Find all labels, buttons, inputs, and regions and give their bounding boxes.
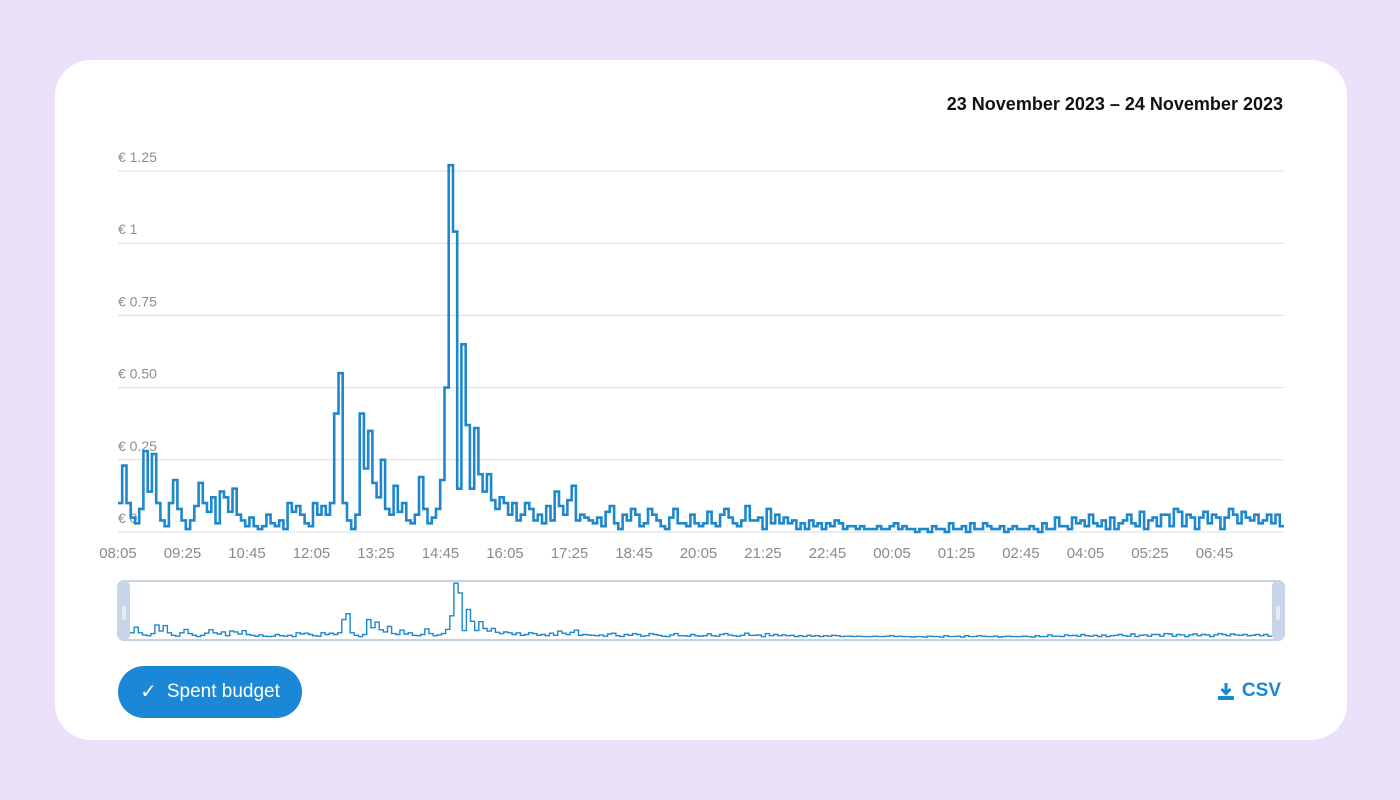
y-tick-label: € 1.25 (118, 149, 157, 165)
spend-chart: € 0 € 0.25 € 0.50 € 0.75 € 1 € 1.25 08:05 09:2… (99, 149, 1285, 641)
y-tick-label: € 0 (118, 510, 138, 526)
x-tick-label: 01:25 (938, 545, 976, 562)
x-tick-label: 22:45 (809, 545, 847, 562)
check-icon: ✓ (140, 681, 157, 703)
csv-label: CSV (1241, 680, 1281, 701)
x-tick-label: 08:05 (99, 545, 137, 562)
navigator-right-handle[interactable] (1272, 581, 1284, 640)
y-tick-label: € 0.75 (118, 293, 157, 309)
y-tick-label: € 0.25 (118, 438, 157, 454)
spent-budget-toggle-button[interactable]: ✓ Spent budget (118, 666, 302, 718)
x-tick-label: 05:25 (1131, 545, 1169, 562)
x-tick-label: 06:45 (1196, 545, 1234, 562)
x-axis-labels: 08:05 09:25 10:45 12:05 13:25 14:45 16:05 17:25… (99, 545, 1233, 562)
y-tick-label: € 0.50 (118, 366, 157, 382)
x-tick-label: 16:05 (486, 545, 524, 562)
x-tick-label: 09:25 (164, 545, 202, 562)
x-tick-label: 02:45 (1002, 545, 1040, 562)
spent-budget-label: Spent budget (166, 681, 280, 702)
csv-download-link[interactable]: CSV (1216, 680, 1281, 702)
y-tick-label: € 1 (118, 221, 138, 237)
x-tick-label: 14:45 (422, 545, 460, 562)
navigator-right-handle-grip: ‖ (1275, 605, 1282, 620)
navigator[interactable]: ‖ ‖ (117, 580, 1285, 641)
grid-lines (118, 170, 1284, 533)
navigator-frame[interactable] (117, 580, 1285, 641)
download-icon (1217, 683, 1234, 700)
navigator-left-handle[interactable] (118, 581, 130, 640)
y-axis-labels: € 0 € 0.25 € 0.50 € 0.75 € 1 € 1.25 (118, 149, 157, 526)
chart-card: 23 November 2023 – 24 November 2023 € 0 €… (55, 60, 1347, 740)
navigator-left-handle-grip: ‖ (121, 605, 128, 620)
x-tick-label: 00:05 (873, 545, 911, 562)
x-tick-label: 20:05 (680, 545, 718, 562)
x-tick-label: 21:25 (744, 545, 782, 562)
x-tick-label: 12:05 (293, 545, 331, 562)
x-tick-label: 10:45 (228, 545, 266, 562)
x-tick-label: 04:05 (1067, 545, 1105, 562)
navigator-series-line (130, 582, 1272, 638)
x-tick-label: 18:45 (615, 545, 653, 562)
x-tick-label: 17:25 (551, 545, 589, 562)
x-tick-label: 13:25 (357, 545, 395, 562)
spend-series-line (118, 163, 1284, 534)
date-range-title: 23 November 2023 – 24 November 2023 (946, 94, 1283, 114)
